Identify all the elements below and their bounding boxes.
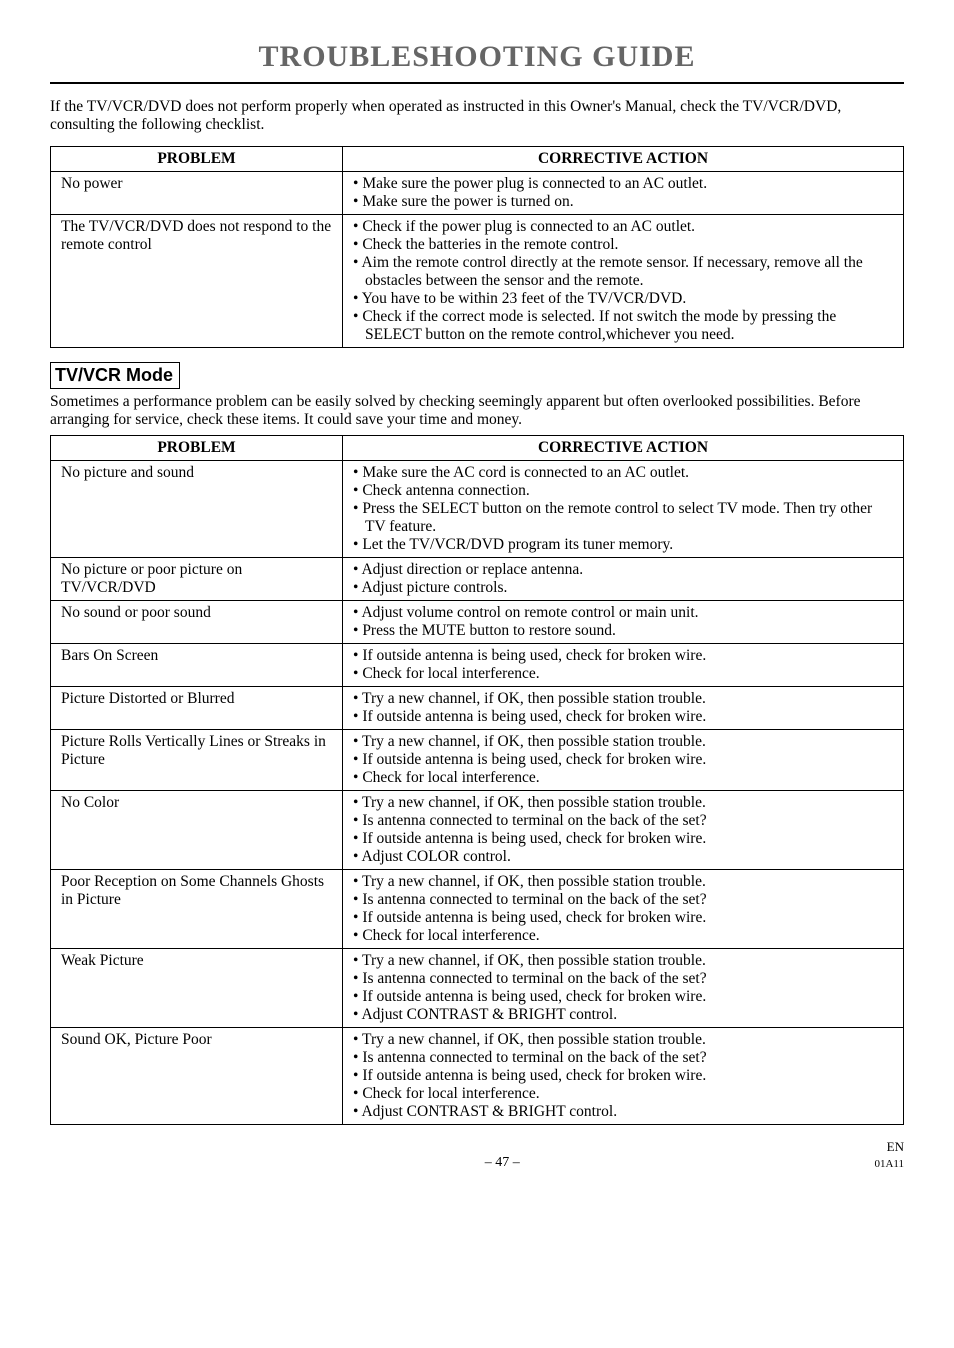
action-item: Check if the power plug is connected to … <box>353 218 895 236</box>
cell-action: Make sure the power plug is connected to… <box>343 172 904 215</box>
action-item: Make sure the AC cord is connected to an… <box>353 464 895 482</box>
action-item: Try a new channel, if OK, then possible … <box>353 873 895 891</box>
footer-lang: EN <box>887 1139 904 1154</box>
cell-action: Try a new channel, if OK, then possible … <box>343 1028 904 1125</box>
action-item: Adjust volume control on remote control … <box>353 604 895 622</box>
cell-problem: No picture or poor picture on TV/VCR/DVD <box>51 558 343 601</box>
cell-action: Check if the power plug is connected to … <box>343 215 904 348</box>
troubleshoot-table-tvvcr: PROBLEM CORRECTIVE ACTION No picture and… <box>50 435 904 1125</box>
header-problem: PROBLEM <box>51 436 343 461</box>
cell-problem: Picture Distorted or Blurred <box>51 687 343 730</box>
table-row: Weak Picture Try a new channel, if OK, th… <box>51 949 904 1028</box>
footer-code: 01A11 <box>874 1158 904 1170</box>
cell-problem: The TV/VCR/DVD does not respond to the r… <box>51 215 343 348</box>
table-row: No picture and sound Make sure the AC cor… <box>51 461 904 558</box>
header-action: CORRECTIVE ACTION <box>343 436 904 461</box>
cell-problem: Weak Picture <box>51 949 343 1028</box>
action-item: Is antenna connected to terminal on the … <box>353 970 895 988</box>
action-item: Press the SELECT button on the remote co… <box>353 500 895 536</box>
title-section: TROUBLESHOOTING GUIDE <box>50 40 904 84</box>
table2-body: No picture and sound Make sure the AC cor… <box>51 461 904 1125</box>
table1-body: No power Make sure the power plug is conn… <box>51 172 904 348</box>
cell-action: Try a new channel, if OK, then possible … <box>343 730 904 791</box>
table-row: The TV/VCR/DVD does not respond to the r… <box>51 215 904 348</box>
action-item: Adjust direction or replace antenna. <box>353 561 895 579</box>
page-title: TROUBLESHOOTING GUIDE <box>259 40 696 73</box>
action-item: Check for local interference. <box>353 1085 895 1103</box>
table-row: No sound or poor sound Adjust volume cont… <box>51 601 904 644</box>
action-item: If outside antenna is being used, check … <box>353 988 895 1006</box>
table-row: No power Make sure the power plug is conn… <box>51 172 904 215</box>
table-row: Sound OK, Picture Poor Try a new channel,… <box>51 1028 904 1125</box>
cell-problem: Poor Reception on Some Channels Ghosts i… <box>51 870 343 949</box>
action-item: Is antenna connected to terminal on the … <box>353 812 895 830</box>
action-item: Try a new channel, if OK, then possible … <box>353 733 895 751</box>
cell-action: Try a new channel, if OK, then possible … <box>343 791 904 870</box>
subintro-text: Sometimes a performance problem can be e… <box>50 393 904 429</box>
header-problem: PROBLEM <box>51 147 343 172</box>
action-item: Adjust CONTRAST & BRIGHT control. <box>353 1103 895 1121</box>
cell-action: Adjust volume control on remote control … <box>343 601 904 644</box>
troubleshoot-table-general: PROBLEM CORRECTIVE ACTION No power Make s… <box>50 146 904 348</box>
table-row: Poor Reception on Some Channels Ghosts i… <box>51 870 904 949</box>
action-item: Is antenna connected to terminal on the … <box>353 891 895 909</box>
action-item: Check antenna connection. <box>353 482 895 500</box>
cell-problem: Sound OK, Picture Poor <box>51 1028 343 1125</box>
action-item: Let the TV/VCR/DVD program its tuner mem… <box>353 536 895 554</box>
footer-page-num: – 47 – <box>130 1155 874 1171</box>
action-item: If outside antenna is being used, check … <box>353 647 895 665</box>
action-item: Is antenna connected to terminal on the … <box>353 1049 895 1067</box>
page-footer: – 47 – EN 01A11 <box>50 1139 904 1171</box>
cell-action: Try a new channel, if OK, then possible … <box>343 687 904 730</box>
mode-label: TV/VCR Mode <box>50 362 180 389</box>
action-item: If outside antenna is being used, check … <box>353 751 895 769</box>
table-row: No picture or poor picture on TV/VCR/DVD… <box>51 558 904 601</box>
action-item: Check for local interference. <box>353 927 895 945</box>
action-item: If outside antenna is being used, check … <box>353 708 895 726</box>
action-item: Make sure the power plug is connected to… <box>353 175 895 193</box>
action-item: If outside antenna is being used, check … <box>353 830 895 848</box>
cell-problem: No sound or poor sound <box>51 601 343 644</box>
action-item: Try a new channel, if OK, then possible … <box>353 690 895 708</box>
intro-text: If the TV/VCR/DVD does not perform prope… <box>50 98 904 134</box>
header-action: CORRECTIVE ACTION <box>343 147 904 172</box>
action-item: Check the batteries in the remote contro… <box>353 236 895 254</box>
table-row: Picture Rolls Vertically Lines or Streak… <box>51 730 904 791</box>
action-item: Adjust picture controls. <box>353 579 895 597</box>
cell-problem: No picture and sound <box>51 461 343 558</box>
cell-action: If outside antenna is being used, check … <box>343 644 904 687</box>
action-item: If outside antenna is being used, check … <box>353 1067 895 1085</box>
cell-problem: No Color <box>51 791 343 870</box>
cell-problem: No power <box>51 172 343 215</box>
action-item: Try a new channel, if OK, then possible … <box>353 1031 895 1049</box>
cell-action: Try a new channel, if OK, then possible … <box>343 949 904 1028</box>
action-item: Aim the remote control directly at the r… <box>353 254 895 290</box>
cell-action: Adjust direction or replace antenna.Adju… <box>343 558 904 601</box>
action-item: Make sure the power is turned on. <box>353 193 895 211</box>
action-item: You have to be within 23 feet of the TV/… <box>353 290 895 308</box>
action-item: Press the MUTE button to restore sound. <box>353 622 895 640</box>
cell-action: Make sure the AC cord is connected to an… <box>343 461 904 558</box>
cell-problem: Picture Rolls Vertically Lines or Streak… <box>51 730 343 791</box>
action-item: Try a new channel, if OK, then possible … <box>353 794 895 812</box>
cell-action: Try a new channel, if OK, then possible … <box>343 870 904 949</box>
table-row: Bars On Screen If outside antenna is bein… <box>51 644 904 687</box>
action-item: Try a new channel, if OK, then possible … <box>353 952 895 970</box>
footer-right: EN 01A11 <box>874 1139 904 1171</box>
action-item: Check if the correct mode is selected. I… <box>353 308 895 344</box>
action-item: Check for local interference. <box>353 769 895 787</box>
action-item: Adjust COLOR control. <box>353 848 895 866</box>
table-row: Picture Distorted or Blurred Try a new ch… <box>51 687 904 730</box>
action-item: If outside antenna is being used, check … <box>353 909 895 927</box>
action-item: Check for local interference. <box>353 665 895 683</box>
table-row: No Color Try a new channel, if OK, then p… <box>51 791 904 870</box>
cell-problem: Bars On Screen <box>51 644 343 687</box>
action-item: Adjust CONTRAST & BRIGHT control. <box>353 1006 895 1024</box>
